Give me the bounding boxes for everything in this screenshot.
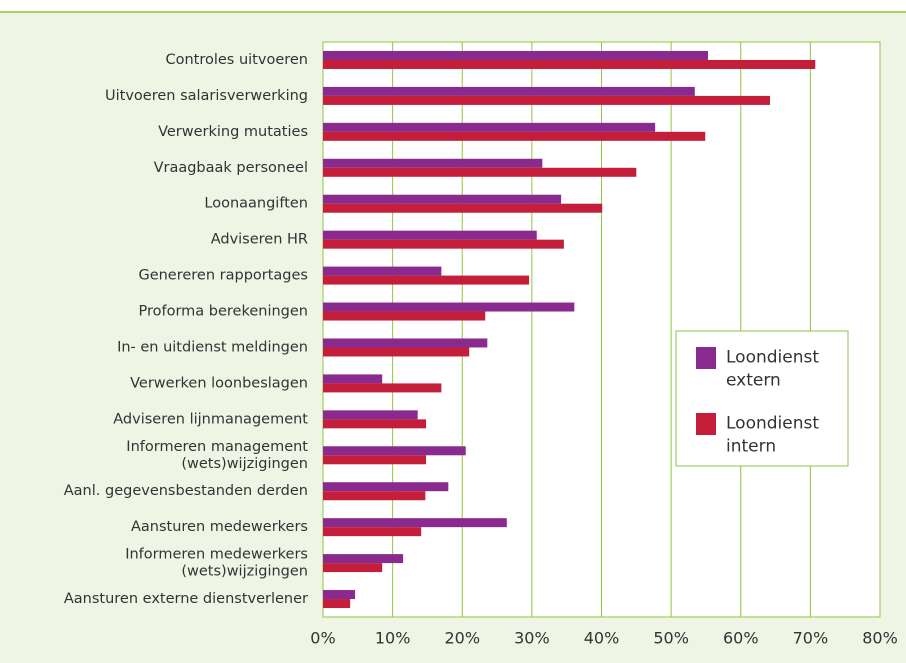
y-tick-label: Aanl. gegevensbestanden derden [64, 483, 308, 499]
legend-swatch [696, 347, 716, 369]
y-tick-label: In- en uitdienst meldingen [117, 339, 308, 355]
y-tick-label: Loonaangiften [204, 196, 308, 212]
bar [323, 122, 656, 132]
bar [323, 95, 770, 105]
bar [323, 347, 470, 357]
bar [323, 50, 709, 60]
x-tick-label: 20% [444, 629, 480, 648]
y-tick-label: Adviseren lijnmanagement [113, 411, 308, 427]
y-tick-label: Informeren medewerkers (wets)wijzigingen [125, 547, 308, 580]
x-tick-label: 50% [653, 629, 689, 648]
bar [323, 158, 543, 168]
bar [323, 194, 562, 204]
y-tick-label: Proforma berekeningen [138, 304, 308, 320]
y-tick-label: Informeren management (wets)wijzigingen [126, 439, 308, 472]
bar [323, 518, 507, 528]
bar [323, 590, 356, 600]
y-tick-label: Controles uitvoeren [165, 52, 308, 68]
bar [323, 446, 466, 456]
x-tick-label: 70% [793, 629, 829, 648]
bar [323, 167, 637, 177]
x-tick-label: 10% [375, 629, 411, 648]
bar [323, 266, 442, 276]
bar [323, 302, 575, 312]
y-tick-label: Aansturen externe dienstverlener [64, 591, 308, 607]
bar [323, 311, 486, 321]
y-tick-label: Uitvoeren salarisverwerking [105, 88, 308, 104]
bar [323, 239, 564, 249]
y-tick-label: Adviseren HR [211, 232, 308, 248]
legend-label: Loondienst intern [726, 414, 819, 457]
bar [323, 338, 488, 348]
x-tick-label: 30% [514, 629, 550, 648]
bar [323, 491, 426, 501]
bar [323, 563, 383, 573]
y-tick-label: Verwerking mutaties [158, 124, 308, 140]
y-tick-label: Aansturen medewerkers [131, 519, 308, 535]
bar [323, 599, 351, 609]
bar [323, 203, 603, 213]
bar [323, 131, 706, 141]
bar [323, 455, 427, 465]
y-tick-label: Verwerken loonbeslagen [130, 375, 308, 391]
bar [323, 527, 422, 537]
x-tick-label: 0% [310, 629, 335, 648]
bar [323, 230, 537, 240]
x-tick-label: 60% [723, 629, 759, 648]
bar [323, 374, 383, 384]
x-tick-label: 40% [584, 629, 620, 648]
legend: Loondienst extern Loondienst intern [675, 330, 849, 467]
bar [323, 383, 442, 393]
bar [323, 86, 695, 96]
bar [323, 59, 816, 69]
bar [323, 482, 449, 492]
bar [323, 554, 404, 564]
legend-swatch [696, 413, 716, 435]
bar [323, 410, 418, 420]
bar [323, 275, 530, 285]
x-tick-label: 80% [862, 629, 898, 648]
bar [323, 419, 427, 429]
legend-label: Loondienst extern [726, 348, 819, 391]
y-tick-label: Vraagbaak personeel [154, 160, 308, 176]
y-tick-label: Genereren rapportages [138, 268, 308, 284]
